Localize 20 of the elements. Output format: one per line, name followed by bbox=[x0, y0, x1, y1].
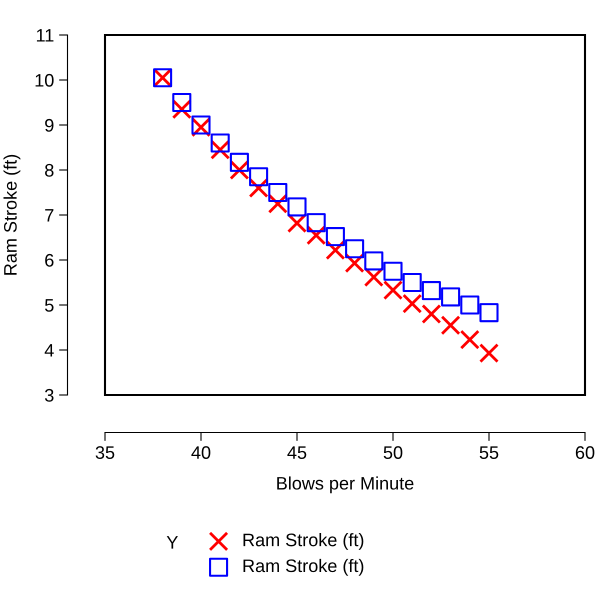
legend-label: Ram Stroke (ft) bbox=[244, 558, 364, 576]
x-tick-label: 45 bbox=[287, 446, 306, 459]
y-tick-label: 6 bbox=[45, 254, 54, 267]
y-tick-label: 4 bbox=[44, 344, 54, 357]
y-tick-label: 8 bbox=[45, 164, 54, 177]
x-tick-label: 40 bbox=[191, 446, 210, 459]
legend-title: Y bbox=[166, 536, 178, 549]
x-axis-title: Blows per Minute bbox=[277, 476, 414, 494]
y-tick-label: 9 bbox=[45, 118, 54, 132]
x-tick-label: 60 bbox=[576, 446, 594, 459]
y-tick-label: 7 bbox=[45, 209, 54, 222]
y-tick-label: 5 bbox=[44, 299, 54, 312]
x-tick-label: 50 bbox=[384, 446, 402, 459]
y-axis-title: Ram Stroke (ft) bbox=[4, 154, 20, 275]
y-tick-label: 3 bbox=[44, 388, 54, 402]
y-tick-label: 11 bbox=[36, 29, 54, 42]
x-tick-label: 35 bbox=[96, 446, 114, 459]
x-tick-label: 55 bbox=[480, 446, 498, 459]
legend-label: Ram Stroke (ft) bbox=[244, 533, 364, 550]
y-tick-label: 10 bbox=[36, 74, 54, 87]
